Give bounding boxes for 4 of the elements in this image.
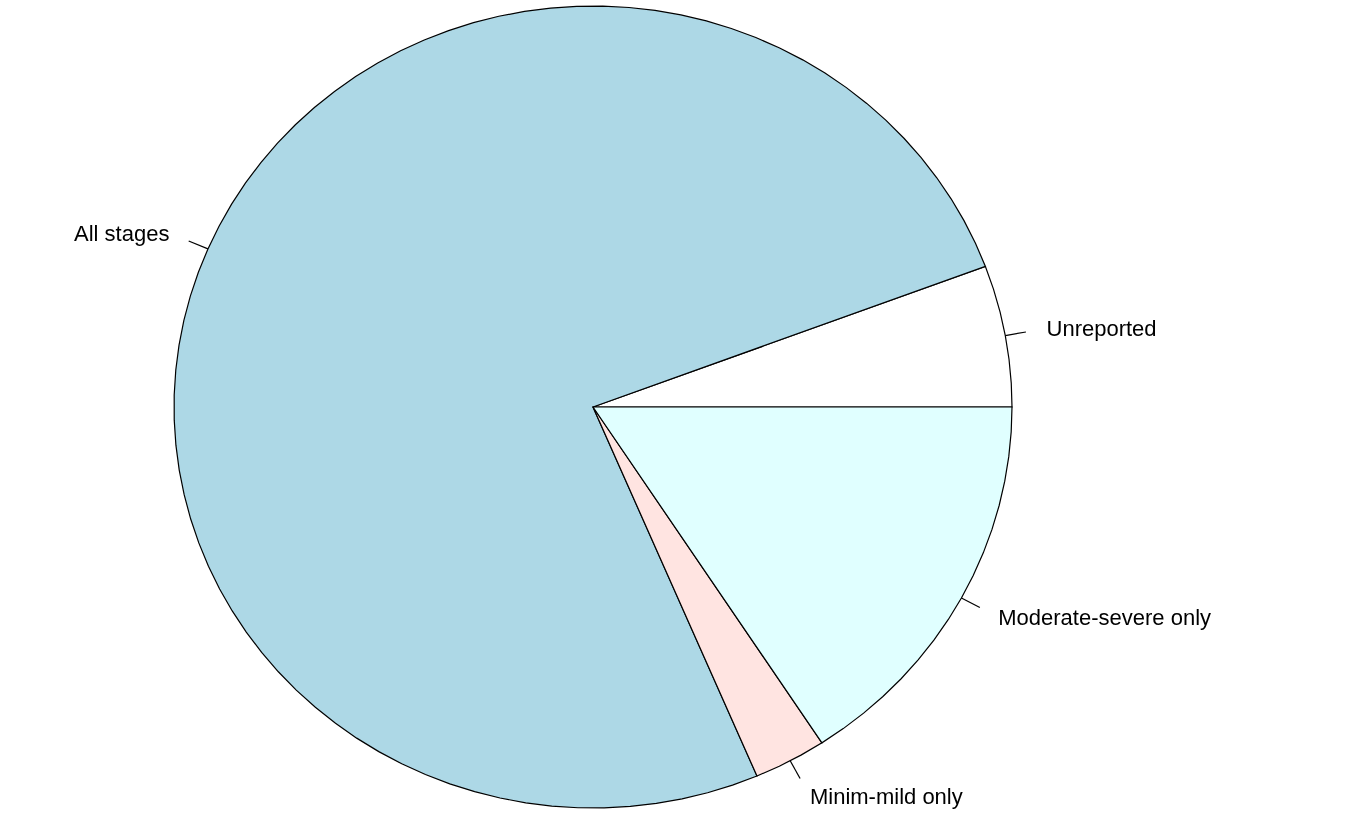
slice-label: All stages <box>74 220 170 246</box>
slice-label: Minim-mild only <box>809 783 963 809</box>
slice-label: Moderate-severe only <box>998 604 1212 630</box>
slice-label: Unreported <box>1046 316 1157 342</box>
